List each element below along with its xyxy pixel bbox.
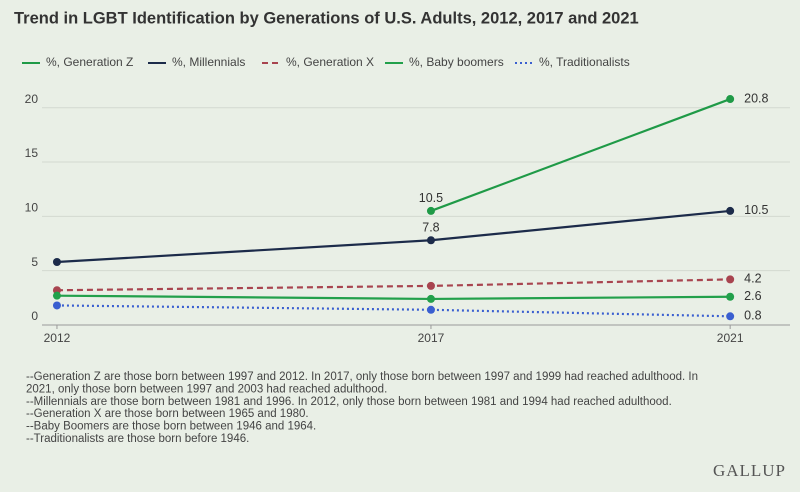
footnote: --Generation X are those born between 19… <box>26 408 309 420</box>
data-point <box>426 236 435 245</box>
x-tick-label: 2012 <box>44 331 71 345</box>
data-label: 4.2 <box>744 272 761 286</box>
footnote: --Traditionalists are those born before … <box>26 433 249 445</box>
data-point <box>52 257 61 266</box>
legend-label: %, Generation Z <box>46 55 133 69</box>
data-point <box>726 275 735 284</box>
data-point <box>52 291 61 300</box>
data-point <box>426 294 435 303</box>
x-tick-label: 2017 <box>418 331 445 345</box>
data-point <box>426 281 435 290</box>
series-line <box>430 98 731 212</box>
y-tick-label: 0 <box>31 309 38 323</box>
data-point <box>726 312 735 321</box>
data-point <box>726 206 735 215</box>
footnote: 2021, only those born between 1997 and 2… <box>26 383 387 395</box>
source-logo: GALLUP <box>713 461 786 480</box>
y-tick-label: 5 <box>31 255 38 269</box>
legend-label: %, Millennials <box>172 55 245 69</box>
data-point <box>426 305 435 314</box>
footnote: --Millennials are those born between 198… <box>26 396 672 408</box>
data-point <box>426 206 435 215</box>
data-label: 10.5 <box>419 191 443 205</box>
y-tick-label: 20 <box>25 92 39 106</box>
data-label: 20.8 <box>744 91 768 105</box>
x-tick-label: 2021 <box>717 331 744 345</box>
data-label: 7.8 <box>422 221 439 235</box>
data-point <box>726 292 735 301</box>
y-tick-label: 10 <box>25 201 39 215</box>
data-point <box>52 301 61 310</box>
data-label: 0.8 <box>744 309 761 323</box>
footnote: --Baby Boomers are those born between 19… <box>26 421 316 433</box>
chart-title: Trend in LGBT Identification by Generati… <box>14 9 639 27</box>
legend-label: %, Generation X <box>286 55 374 69</box>
data-label: 2.6 <box>744 289 761 303</box>
y-tick-label: 15 <box>25 146 39 160</box>
data-point <box>726 95 735 104</box>
footnote: --Generation Z are those born between 19… <box>26 371 698 383</box>
legend-label: %, Baby boomers <box>409 55 504 69</box>
data-label: 10.5 <box>744 203 768 217</box>
legend-label: %, Traditionalists <box>539 55 630 69</box>
